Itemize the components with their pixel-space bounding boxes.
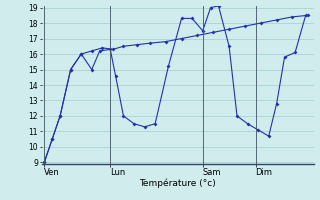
X-axis label: Température (°c): Température (°c): [139, 179, 216, 188]
